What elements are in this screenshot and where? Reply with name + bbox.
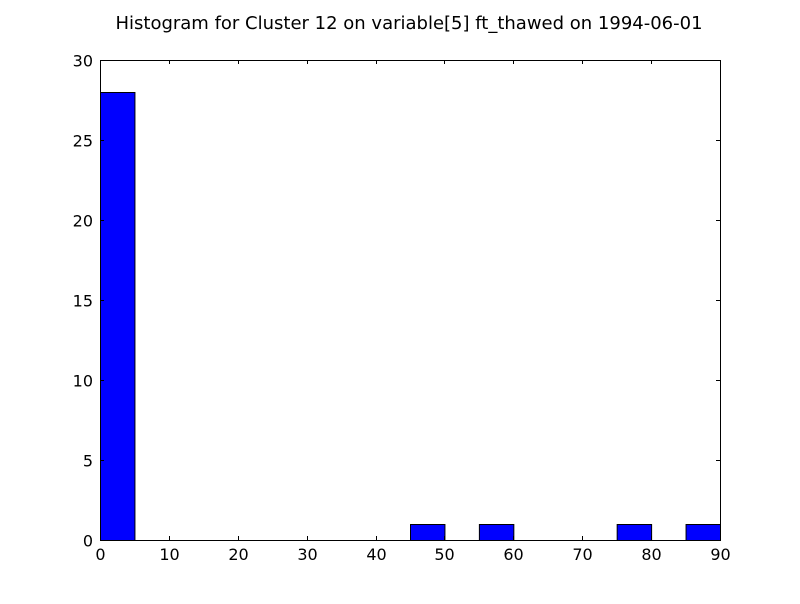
ticks-layer: 0 10 20 30 40 50 60 70 80 90 0 5 10 15 20 25 30 <box>73 52 731 565</box>
y-tick-label: 20 <box>73 212 93 231</box>
x-tick-label: 80 <box>641 545 661 564</box>
y-tick-label: 0 <box>83 532 93 551</box>
histogram-bar <box>100 92 136 541</box>
x-tick-label: 0 <box>95 545 105 564</box>
x-tick-label: 50 <box>434 545 454 564</box>
bars-layer <box>100 92 721 541</box>
histogram-bar <box>478 524 515 541</box>
histogram-bar <box>410 524 446 541</box>
y-tick-label: 25 <box>73 132 93 151</box>
plot-frame <box>100 60 721 541</box>
x-tick-label: 60 <box>503 545 523 564</box>
chart-title: Histogram for Cluster 12 on variable[5] … <box>115 13 703 34</box>
x-tick-label: 10 <box>159 545 179 564</box>
y-tick-label: 30 <box>73 52 93 71</box>
x-tick-label: 30 <box>297 545 317 564</box>
y-tick-label: 10 <box>73 372 93 391</box>
histogram-bar <box>616 524 653 541</box>
x-tick-label: 70 <box>572 545 592 564</box>
x-tick-label: 20 <box>228 545 248 564</box>
y-tick-label: 5 <box>83 452 93 471</box>
x-tick-label: 90 <box>710 545 730 564</box>
x-tick-label: 40 <box>366 545 386 564</box>
histogram-bar <box>685 524 721 541</box>
y-tick-label: 15 <box>73 292 93 311</box>
